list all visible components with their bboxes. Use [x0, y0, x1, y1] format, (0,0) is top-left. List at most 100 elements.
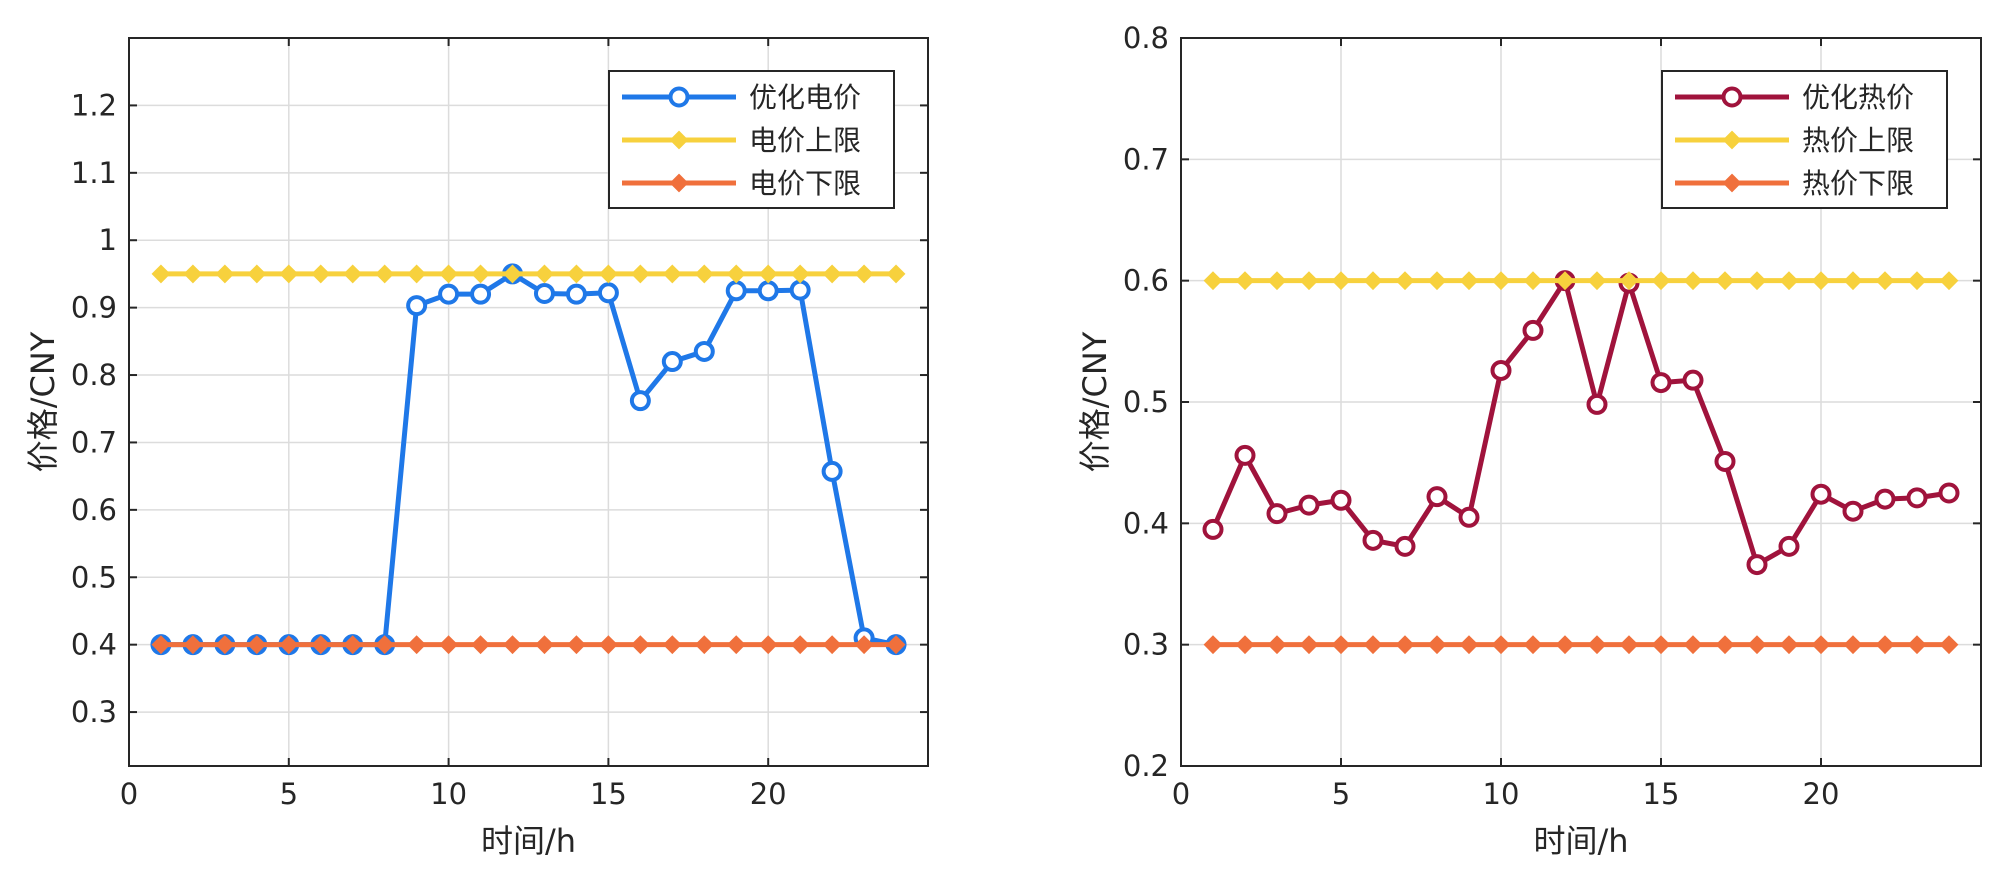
y-tick-label: 0.4 [1123, 506, 1169, 540]
data-point [471, 264, 490, 284]
data-point [822, 635, 842, 655]
data-point [1491, 635, 1511, 655]
data-point [215, 264, 235, 284]
legend-item-0: 优化电价 [622, 81, 861, 114]
data-point [1267, 635, 1287, 655]
data-point [1458, 506, 1480, 528]
data-point [1298, 494, 1320, 516]
data-point [630, 264, 650, 284]
data-point [565, 283, 587, 305]
data-point [1747, 271, 1767, 291]
data-point [1907, 635, 1927, 655]
data-point [535, 635, 554, 655]
data-point [439, 635, 459, 655]
y-tick-label: 0.2 [1123, 749, 1169, 783]
data-point [1746, 554, 1768, 576]
y-axis-label: 价格/CNY [24, 331, 62, 472]
data-point [1619, 271, 1639, 291]
x-tick-label: 0 [1172, 777, 1190, 811]
x-tick-label: 10 [1483, 777, 1520, 811]
data-point [629, 390, 651, 412]
data-point [1875, 271, 1895, 291]
x-tick-label: 15 [1643, 777, 1680, 811]
data-point [1938, 482, 1960, 504]
data-point [1235, 271, 1255, 291]
data-point [567, 264, 586, 284]
data-point [470, 283, 492, 305]
x-tick-label: 0 [120, 777, 138, 811]
data-point [1587, 271, 1607, 291]
data-point [183, 264, 203, 284]
data-point [1522, 319, 1544, 341]
data-point [375, 635, 395, 655]
y-tick-label: 0.5 [71, 560, 117, 594]
legend-label: 热价下限 [1802, 167, 1914, 200]
data-point [1299, 271, 1319, 291]
data-point [247, 635, 267, 655]
data-point [1331, 635, 1351, 655]
data-point [598, 635, 618, 655]
data-point [1907, 271, 1927, 291]
y-tick-label: 0.8 [71, 358, 117, 392]
legend-swatch-marker [669, 130, 689, 150]
heat-price-chart: 0 5 10 15 20 0.2 0.3 0.4 0.5 0.6 0.7 0.8 时间/h 价格/CNY 优… [1076, 21, 1982, 860]
y-axis-label: 价格/CNY [1076, 331, 1114, 472]
data-point [1875, 635, 1895, 655]
y-tick-label: 0.5 [1123, 385, 1169, 419]
data-point [535, 264, 554, 284]
y-ticks: 0.2 0.3 0.4 0.5 0.6 0.7 0.8 [1123, 21, 1981, 783]
x-axis-label: 时间/h [481, 822, 576, 860]
y-tick-label: 0.8 [1123, 21, 1169, 55]
data-point [471, 635, 490, 655]
data-point [1683, 271, 1703, 291]
data-point [1619, 635, 1639, 655]
data-point [854, 264, 874, 284]
data-point [694, 635, 714, 655]
data-point [343, 635, 363, 655]
y-ticks: 0.3 0.4 0.5 0.6 0.7 0.8 0.9 1 1.1 1.2 [71, 88, 928, 729]
data-point [662, 264, 682, 284]
legend-swatch-marker [1722, 130, 1742, 150]
data-point [597, 282, 619, 304]
data-point [1555, 271, 1575, 291]
data-point [183, 635, 203, 655]
axes-box [128, 37, 929, 767]
data-point [567, 635, 586, 655]
legend-label: 优化热价 [1802, 81, 1914, 114]
data-point [1363, 635, 1383, 655]
data-point [693, 340, 715, 362]
data-point [1203, 635, 1223, 655]
data-point [758, 264, 778, 284]
x-tick-label: 20 [750, 777, 787, 811]
electricity-price-chart: 0 5 10 15 20 0.3 0.4 0.5 0.6 0.7 0.8 0.9 1 1.1 1.2 时间/h… [24, 37, 929, 860]
data-point [1202, 518, 1224, 540]
series-2 [151, 635, 906, 655]
x-axis-label: 时间/h [1533, 822, 1628, 860]
x-ticks: 0 5 10 15 20 [120, 38, 787, 811]
legend-item-1: 电价上限 [622, 124, 861, 157]
data-point [821, 460, 843, 482]
data-point [438, 283, 460, 305]
data-point [1651, 635, 1671, 655]
data-point [1586, 393, 1608, 415]
data-point [503, 264, 522, 284]
data-point [1267, 271, 1287, 291]
data-point [886, 264, 906, 284]
data-point [1555, 635, 1575, 655]
legend-swatch-marker [1721, 86, 1743, 108]
data-point [1874, 488, 1896, 510]
data-point [1778, 535, 1800, 557]
data-point [822, 264, 842, 284]
data-point [630, 635, 650, 655]
legend-swatch-marker [1722, 173, 1742, 193]
data-point [1491, 271, 1511, 291]
data-point [1682, 369, 1704, 391]
data-point [1779, 635, 1799, 655]
data-point [790, 264, 810, 284]
y-tick-label: 0.6 [1123, 264, 1169, 298]
data-point [1587, 635, 1607, 655]
series-2 [1203, 635, 1959, 655]
data-point [1811, 635, 1831, 655]
data-point [311, 635, 331, 655]
